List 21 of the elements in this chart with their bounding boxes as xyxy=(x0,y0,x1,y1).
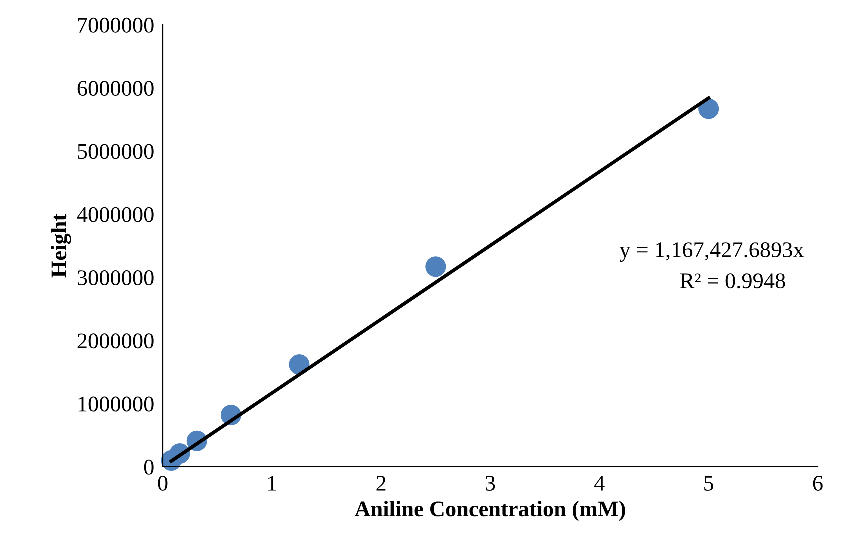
y-tick-label: 6000000 xyxy=(78,81,154,96)
y-tick-label: 7000000 xyxy=(78,18,154,33)
y-tick-label: 3000000 xyxy=(78,270,154,286)
y-tick-label: 0 xyxy=(144,460,154,475)
x-tick-label: 0 xyxy=(158,476,168,491)
point xyxy=(426,256,446,278)
x-tick-label: 3 xyxy=(486,476,496,491)
x-tick-label: 5 xyxy=(704,476,714,491)
x-axis-title: Aniline Concentration (mM) xyxy=(354,501,626,522)
x-tick-label: 6 xyxy=(813,476,823,491)
y-tick-label: 5000000 xyxy=(78,144,154,160)
point xyxy=(698,98,720,120)
x-tick-label: 4 xyxy=(594,476,605,491)
y-tick-label: 1000000 xyxy=(78,396,154,412)
annotation: y = 1,167,427.6893x xyxy=(620,242,804,262)
x-tick-label: 1 xyxy=(268,476,276,491)
annotation: R² = 0.9948 xyxy=(680,274,786,289)
y-axis-title: Height xyxy=(51,214,72,278)
x-tick-label: 2 xyxy=(376,476,386,491)
y-tick-label: 2000000 xyxy=(78,334,154,349)
y-tick-label: 4000000 xyxy=(77,207,154,222)
